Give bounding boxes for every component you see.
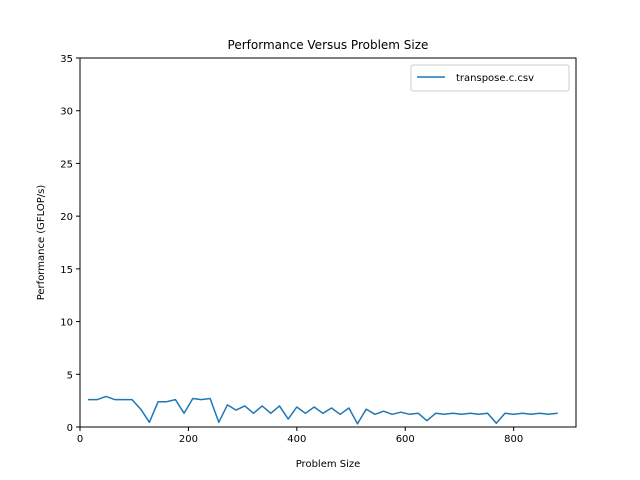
legend: transpose.c.csv — [410, 64, 570, 92]
y-tick-label: 5 — [67, 370, 73, 381]
y-tick-label: 25 — [60, 159, 73, 170]
y-tick-label: 15 — [60, 265, 73, 276]
chart-title: Performance Versus Problem Size — [228, 38, 429, 52]
x-tick-label: 0 — [77, 434, 83, 445]
y-tick-label: 0 — [67, 423, 73, 434]
y-tick-label: 20 — [60, 212, 73, 223]
x-axis-ticks: 0 200 400 600 800 — [77, 427, 523, 445]
y-axis-ticks: 0 5 10 15 20 25 30 35 — [60, 54, 80, 434]
y-tick-label: 10 — [60, 318, 73, 329]
y-tick-label: 30 — [60, 107, 73, 118]
y-axis-label: Performance (GFLOP/s) — [36, 185, 47, 301]
x-tick-label: 800 — [504, 434, 523, 445]
y-tick-label: 35 — [60, 54, 73, 65]
legend-box — [410, 64, 570, 92]
x-tick-label: 600 — [396, 434, 415, 445]
series-layer — [87, 395, 558, 425]
x-tick-label: 400 — [287, 434, 306, 445]
plot-frame — [79, 57, 577, 428]
x-tick-label: 200 — [179, 434, 198, 445]
x-axis-label: Problem Size — [296, 459, 361, 470]
series-line — [87, 395, 558, 425]
legend-entry-label: transpose.c.csv — [456, 73, 534, 84]
